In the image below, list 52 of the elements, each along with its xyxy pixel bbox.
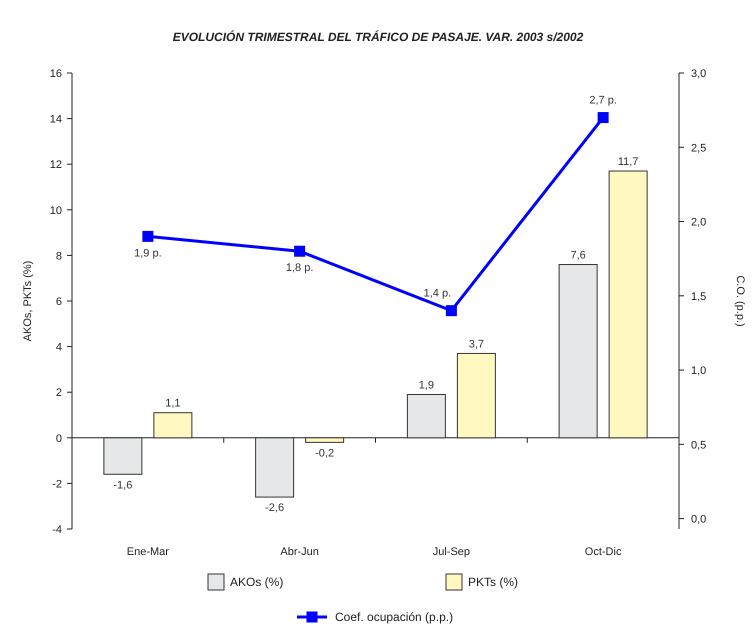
bar bbox=[153, 412, 192, 438]
data-label: 1,9 p. bbox=[134, 247, 162, 260]
y2-tick-label: 3,0 bbox=[691, 68, 706, 80]
y-tick-label: 14 bbox=[50, 114, 62, 126]
x-tick-label: Oct-Dic bbox=[584, 546, 622, 558]
y2-tick-label: 2,5 bbox=[691, 142, 706, 154]
point bbox=[142, 230, 154, 242]
y-tick-label: 6 bbox=[56, 296, 62, 308]
y-tick-label: 0 bbox=[56, 432, 62, 445]
y-tick-label: 2 bbox=[56, 387, 62, 400]
y2-axis-title: C.O. (p.p.) bbox=[734, 275, 746, 327]
x-tick-label: Ene-Mar bbox=[126, 546, 170, 558]
bar bbox=[255, 437, 294, 498]
bar bbox=[103, 437, 142, 475]
y-tick-label: -2 bbox=[52, 478, 62, 490]
y2-tick-label: 1,0 bbox=[691, 365, 706, 378]
y2-tick-label: 0,0 bbox=[691, 514, 706, 526]
y-tick-label: 16 bbox=[50, 68, 62, 80]
bar bbox=[305, 437, 344, 443]
y-tick-label: 12 bbox=[50, 159, 62, 172]
y-tick-label: 10 bbox=[50, 204, 62, 217]
y-tick-label: 8 bbox=[56, 250, 62, 262]
bar bbox=[406, 394, 446, 438]
legend-label: AKOs (%) bbox=[230, 575, 284, 589]
data-label: 1,9 bbox=[418, 379, 434, 392]
y2-tick-label: 1,5 bbox=[691, 290, 706, 303]
chart-title: EVOLUCIÓN TRIMESTRAL DEL TRÁFICO DE PASAJE. VAR. 2003 s/2002 bbox=[172, 30, 584, 44]
bar bbox=[608, 170, 648, 438]
data-label: -1,6 bbox=[113, 479, 132, 492]
data-label: -2,6 bbox=[265, 502, 284, 514]
legend-label: Coef. ocupación (p.p.) bbox=[335, 610, 454, 624]
data-label: 7,6 bbox=[570, 250, 586, 262]
point bbox=[446, 305, 457, 316]
y2-tick-label: 2,0 bbox=[691, 216, 706, 229]
y-tick-label: 4 bbox=[56, 342, 62, 354]
point bbox=[598, 112, 609, 124]
legend-label: PKTs (%) bbox=[468, 575, 518, 589]
y2-tick-label: 0,5 bbox=[691, 439, 706, 452]
data-label: 1,4 p. bbox=[424, 288, 452, 300]
point bbox=[294, 246, 306, 257]
data-label: 1,8 p. bbox=[286, 262, 314, 274]
x-tick-label: Abr-Jun bbox=[280, 546, 319, 558]
y-tick-label: -4 bbox=[52, 524, 62, 536]
data-label: 3,7 bbox=[468, 338, 484, 350]
y-axis-title: AKOs, PKTs (%) bbox=[22, 260, 34, 342]
data-label: 1,1 bbox=[165, 398, 181, 410]
bar bbox=[456, 352, 496, 438]
x-tick-label: Jul-Sep bbox=[432, 546, 470, 558]
data-label: 2,7 p. bbox=[589, 94, 617, 107]
data-label: 11,7 bbox=[618, 156, 638, 168]
data-label: -0,2 bbox=[315, 447, 334, 460]
bar bbox=[558, 264, 598, 438]
